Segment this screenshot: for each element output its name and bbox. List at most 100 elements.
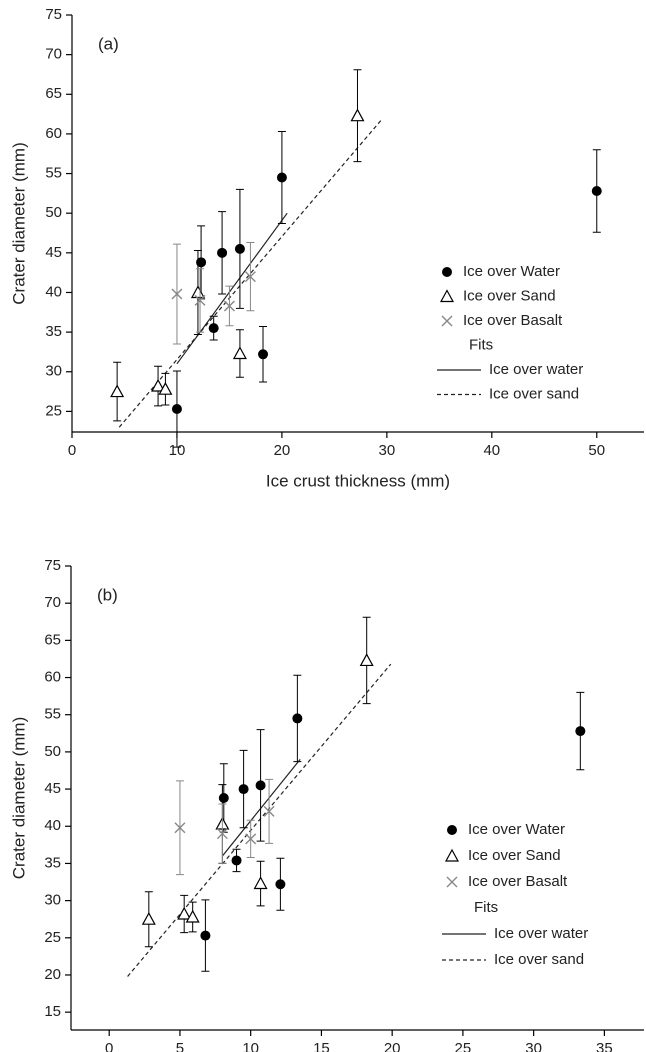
x-tick-label: 30 <box>379 442 396 459</box>
x-tick-label: 0 <box>105 1040 113 1052</box>
marker <box>253 876 268 890</box>
y-tick-label: 25 <box>45 402 62 419</box>
y-tick-label: 75 <box>45 6 62 23</box>
legend-label: Ice over sand <box>494 951 584 968</box>
marker <box>158 381 173 395</box>
marker <box>194 294 206 306</box>
x-tick-label: 10 <box>169 442 186 459</box>
legend-marker <box>439 289 455 303</box>
marker <box>231 855 242 866</box>
x-tick-label: 0 <box>68 442 76 459</box>
y-tick-label: 55 <box>45 165 62 182</box>
marker <box>218 793 229 803</box>
y-axis-label: Crater diameter (mm) <box>9 142 28 304</box>
marker <box>238 784 249 795</box>
y-tick-label: 15 <box>44 1003 61 1020</box>
x-tick-label: 20 <box>384 1040 401 1052</box>
fit-line <box>176 212 288 365</box>
marker <box>177 906 192 920</box>
marker <box>292 713 303 724</box>
x-tick-label: 35 <box>596 1040 613 1052</box>
y-tick-label: 45 <box>44 780 61 797</box>
y-tick-label: 75 <box>44 557 61 574</box>
marker <box>171 288 183 300</box>
legend-label: Ice over water <box>489 361 583 378</box>
legend-marker <box>441 315 453 327</box>
legend-label: Ice over Sand <box>463 287 556 304</box>
legend-heading: Fits <box>474 899 498 916</box>
legend-label: Ice over Basalt <box>463 312 563 329</box>
legend-heading: Fits <box>469 336 493 353</box>
panel-label: (b) <box>97 585 118 604</box>
marker <box>185 909 200 923</box>
y-tick-label: 30 <box>45 363 62 380</box>
marker <box>208 323 219 334</box>
y-tick-label: 65 <box>44 631 61 648</box>
y-tick-label: 50 <box>44 743 61 760</box>
x-tick-label: 25 <box>455 1040 472 1052</box>
x-tick-label: 15 <box>313 1040 330 1052</box>
marker <box>151 378 166 392</box>
legend-marker <box>444 848 460 862</box>
legend-label: Ice over Basalt <box>468 873 568 890</box>
y-tick-label: 60 <box>45 125 62 142</box>
marker <box>200 930 211 941</box>
marker <box>196 257 207 268</box>
legend-label: Ice over Sand <box>468 847 561 864</box>
y-tick-label: 35 <box>44 854 61 871</box>
fit-line <box>127 663 392 977</box>
legend-marker <box>447 825 457 835</box>
y-tick-label: 70 <box>45 46 62 63</box>
x-tick-label: 20 <box>274 442 291 459</box>
marker <box>258 349 269 360</box>
marker <box>350 108 365 122</box>
marker <box>276 172 287 183</box>
marker <box>234 243 245 254</box>
x-axis-label: Ice crust thickness (mm) <box>266 471 450 490</box>
marker <box>217 247 228 258</box>
legend-label: Ice over sand <box>489 385 579 402</box>
y-tick-label: 50 <box>45 204 62 221</box>
y-tick-label: 40 <box>45 283 62 300</box>
marker <box>174 822 186 834</box>
y-tick-label: 55 <box>44 706 61 723</box>
x-tick-label: 50 <box>588 442 605 459</box>
marker <box>216 828 228 840</box>
y-tick-label: 40 <box>44 817 61 834</box>
y-tick-label: 65 <box>45 85 62 102</box>
marker <box>232 346 247 360</box>
x-tick-label: 10 <box>242 1040 259 1052</box>
fit-line <box>221 758 301 857</box>
marker <box>359 653 374 667</box>
marker <box>575 726 586 737</box>
x-tick-label: 40 <box>483 442 500 459</box>
y-tick-label: 70 <box>44 594 61 611</box>
marker <box>263 805 275 817</box>
fit-line <box>118 119 383 428</box>
legend-marker <box>446 876 458 888</box>
marker <box>245 833 257 845</box>
marker <box>223 300 235 312</box>
marker <box>255 780 266 791</box>
x-tick-label: 30 <box>525 1040 542 1052</box>
marker <box>171 404 182 415</box>
legend-label: Ice over Water <box>463 263 560 280</box>
marker <box>591 185 602 196</box>
y-tick-label: 20 <box>44 966 61 983</box>
legend-label: Ice over Water <box>468 821 565 838</box>
y-tick-label: 60 <box>44 669 61 686</box>
y-axis-label: Crater diameter (mm) <box>9 717 28 879</box>
y-tick-label: 30 <box>44 892 61 909</box>
marker <box>141 911 156 925</box>
marker <box>190 285 205 299</box>
marker <box>244 271 256 283</box>
x-tick-label: 5 <box>176 1040 184 1052</box>
marker <box>110 384 125 398</box>
legend-marker <box>442 267 452 277</box>
marker <box>275 879 286 890</box>
y-tick-label: 45 <box>45 244 62 261</box>
y-tick-label: 25 <box>44 929 61 946</box>
legend-label: Ice over water <box>494 925 588 942</box>
y-tick-label: 35 <box>45 323 62 340</box>
